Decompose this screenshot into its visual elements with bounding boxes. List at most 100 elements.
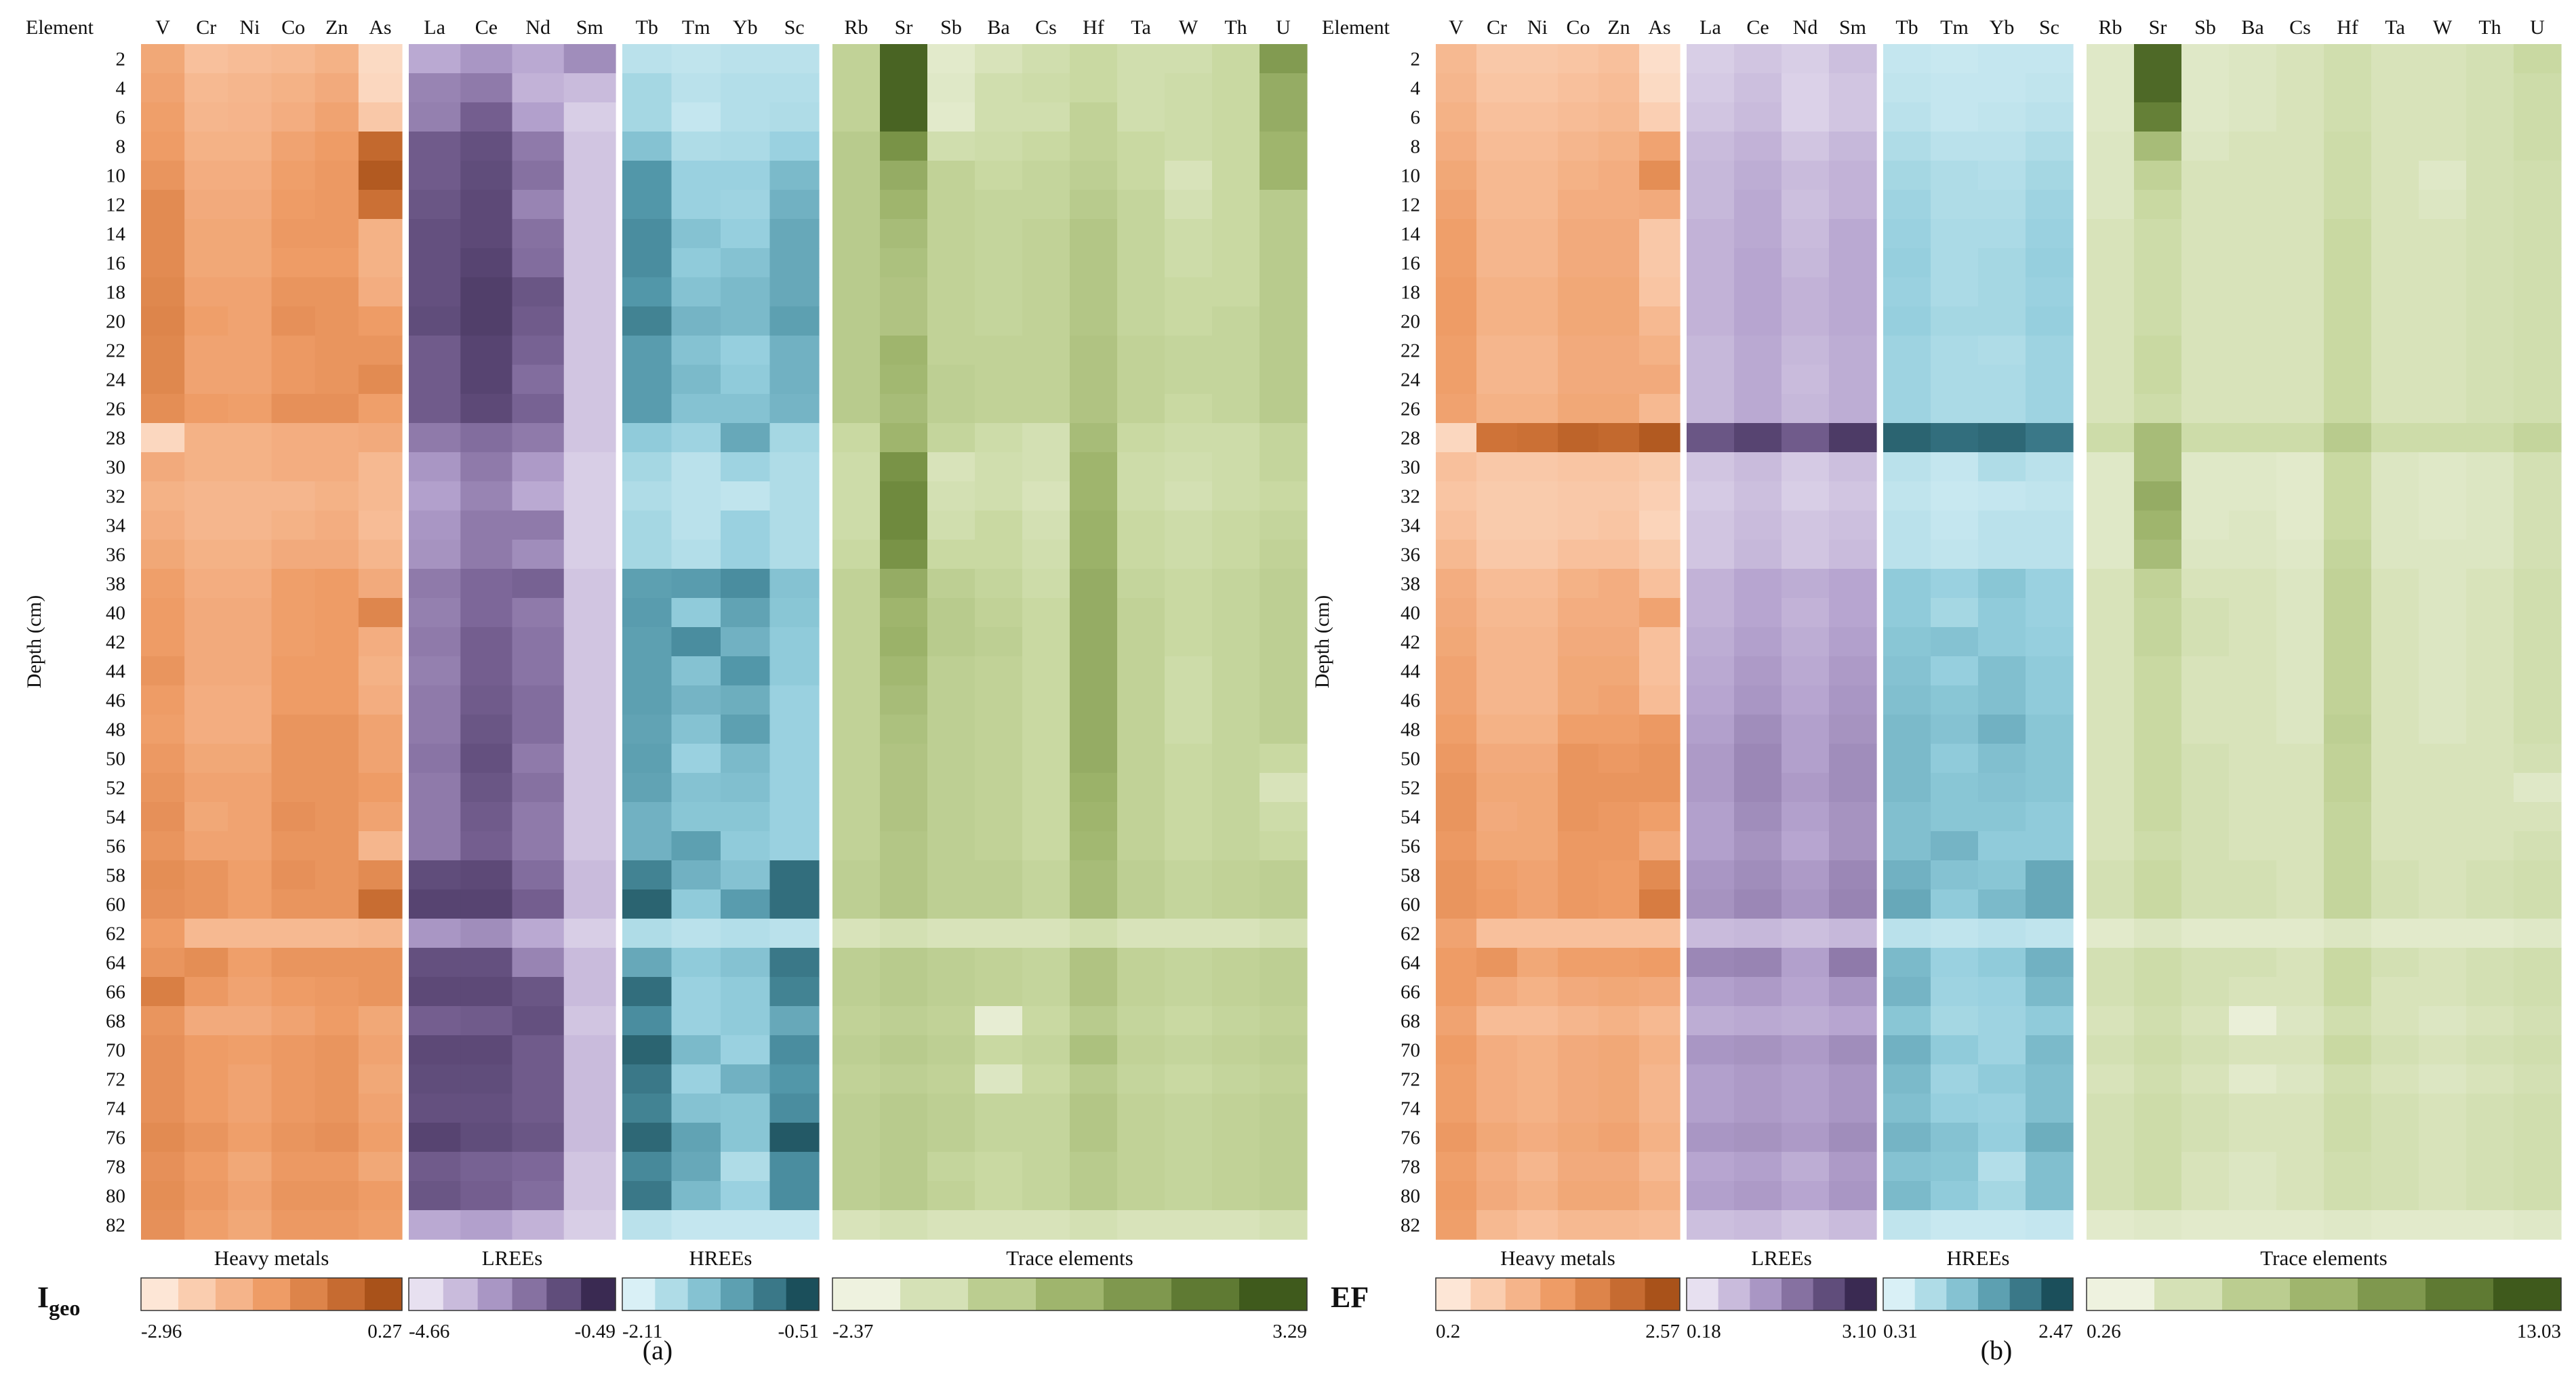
heatmap-cell — [315, 248, 359, 278]
heatmap-cell — [2134, 1035, 2182, 1065]
heatmap-cell — [1782, 219, 1830, 249]
heatmap-cell — [1639, 452, 1681, 482]
heatmap-cell — [2276, 365, 2325, 395]
legend-min-label: -2.37 — [832, 1321, 873, 1342]
heatmap-cell — [184, 773, 228, 803]
heatmap-cell — [1260, 102, 1308, 132]
heatmap-cell — [1212, 161, 1260, 191]
heatmap-cell — [1260, 1006, 1308, 1036]
heatmap-cell — [2134, 306, 2182, 336]
heatmap-cell — [1558, 540, 1599, 569]
heatmap-cell — [721, 831, 771, 861]
element-column-label: Tb — [1895, 16, 1918, 39]
heatmap-cell — [622, 277, 672, 307]
heatmap-cell — [228, 452, 273, 482]
heatmap-cell — [2324, 802, 2372, 832]
heatmap-cell — [228, 715, 273, 744]
heatmap-cell — [2087, 744, 2135, 774]
heatmap-cell — [141, 919, 185, 948]
heatmap-cell — [2276, 481, 2325, 511]
heatmap-cell — [1212, 277, 1260, 307]
heatmap-cell — [1517, 248, 1558, 278]
element-column-label: Rb — [844, 16, 868, 39]
heatmap-cell — [721, 977, 771, 1007]
heatmap-cell — [2181, 977, 2230, 1007]
heatmap-cell — [460, 802, 513, 832]
heatmap-cell — [563, 773, 616, 803]
heatmap-cell — [2419, 685, 2467, 715]
heatmap-cell — [2324, 1152, 2372, 1182]
heatmap-cell — [409, 744, 461, 774]
depth-tick-label: 66 — [1401, 982, 1420, 1003]
heatmap-cell — [1117, 569, 1165, 599]
heatmap-cell — [1829, 511, 1877, 540]
heatmap-cell — [228, 656, 273, 686]
depth-tick-label: 50 — [1401, 748, 1420, 770]
heatmap-cell — [622, 773, 672, 803]
legend-swatch — [1914, 1278, 1947, 1310]
heatmap-cell — [1517, 1035, 1558, 1065]
heatmap-cell — [1558, 1094, 1599, 1123]
heatmap-cell — [1978, 1152, 2026, 1182]
heatmap-cell — [1212, 1210, 1260, 1240]
heatmap-cell — [1687, 977, 1735, 1007]
heatmap-cell — [1436, 569, 1477, 599]
heatmap-cell — [1883, 569, 1931, 599]
heatmap-cell — [1022, 1006, 1070, 1036]
heatmap-cell — [1829, 481, 1877, 511]
heatmap-cell — [2276, 627, 2325, 657]
depth-tick-label: 2 — [116, 49, 126, 71]
heatmap-cell — [880, 1181, 928, 1211]
heatmap-cell — [315, 831, 359, 861]
depth-tick-label: 12 — [106, 195, 125, 216]
heatmap-cell — [1436, 219, 1477, 249]
heatmap-cell — [2181, 1123, 2230, 1153]
heatmap-cell — [2026, 190, 2074, 220]
heatmap-cell — [1931, 44, 1979, 74]
heatmap-cell — [880, 1035, 928, 1065]
legend-bar-frame — [1883, 1277, 2074, 1311]
heatmap-cell — [2181, 452, 2230, 482]
heatmap-cell — [315, 919, 359, 948]
heatmap-cell — [1829, 277, 1877, 307]
heatmap-cell — [1260, 161, 1308, 191]
heatmap-cell — [1639, 423, 1681, 453]
heatmap-cell — [832, 481, 881, 511]
heatmap-cell — [975, 540, 1023, 569]
depth-tick-label: 62 — [1401, 923, 1420, 945]
heatmap-cell — [2087, 511, 2135, 540]
heatmap-cell — [2134, 277, 2182, 307]
heatmap-cell — [2181, 248, 2230, 278]
heatmap-cell — [512, 1123, 565, 1153]
heatmap-cell — [512, 219, 565, 249]
heatmap-cell — [1022, 569, 1070, 599]
heatmap-cell — [2087, 598, 2135, 628]
heatmap-cell — [2087, 73, 2135, 103]
heatmap-cell — [2229, 1181, 2277, 1211]
heatmap-cell — [975, 656, 1023, 686]
heatmap-cell — [2026, 365, 2074, 395]
heatmap-cell — [2026, 481, 2074, 511]
heatmap-cell — [2419, 1210, 2467, 1240]
heatmap-cell — [1639, 336, 1681, 365]
heatmap-cell — [1734, 1210, 1782, 1240]
heatmap-cell — [2466, 919, 2514, 948]
heatmap-cell — [2324, 161, 2372, 191]
heatmap-cell — [2276, 715, 2325, 744]
depth-tick-label: 18 — [1401, 282, 1420, 304]
heatmap-cell — [141, 481, 185, 511]
heatmap-cell — [1558, 132, 1599, 161]
heatmap-cell — [975, 1210, 1023, 1240]
heatmap-cell — [880, 1006, 928, 1036]
heatmap-cell — [622, 1006, 672, 1036]
heatmap-cell — [1782, 889, 1830, 919]
heatmap-cell — [1782, 685, 1830, 715]
heatmap-cell — [1436, 306, 1477, 336]
heatmap-cell — [141, 190, 185, 220]
heatmap-cell — [1436, 481, 1477, 511]
heatmap-cell — [1829, 1210, 1877, 1240]
heatmap-cell — [1212, 423, 1260, 453]
heatmap-cell — [880, 277, 928, 307]
heatmap-cell — [927, 1152, 975, 1182]
